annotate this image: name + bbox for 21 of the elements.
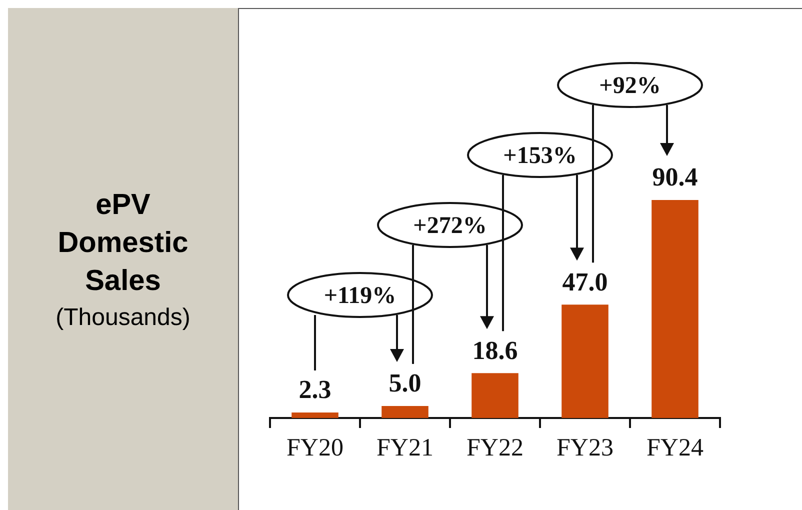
- data-label: 2.3: [298, 375, 332, 404]
- annotation: +119%: [324, 283, 396, 309]
- bar: [292, 412, 338, 418]
- text: +92%: [599, 73, 661, 99]
- annotation: +272%: [413, 213, 487, 239]
- text: (Thousands): [56, 304, 190, 332]
- bar: [472, 373, 518, 418]
- x-tick-label: FY21: [376, 434, 434, 462]
- x-tick-label: FY22: [466, 434, 524, 462]
- text: +153%: [503, 143, 577, 169]
- data-label: 90.4: [652, 162, 698, 192]
- bar: [652, 200, 698, 418]
- text: ePV Domestic Sales: [56, 188, 190, 299]
- x-tick-label: FY20: [286, 434, 344, 462]
- data-label: 18.6: [472, 336, 518, 365]
- bar: [562, 304, 608, 418]
- bar: [382, 406, 428, 418]
- x-tick-label: FY24: [646, 434, 704, 462]
- data-label: 5.0: [388, 368, 422, 398]
- data-label: 47.0: [562, 267, 608, 296]
- x-tick-label: FY23: [556, 434, 614, 462]
